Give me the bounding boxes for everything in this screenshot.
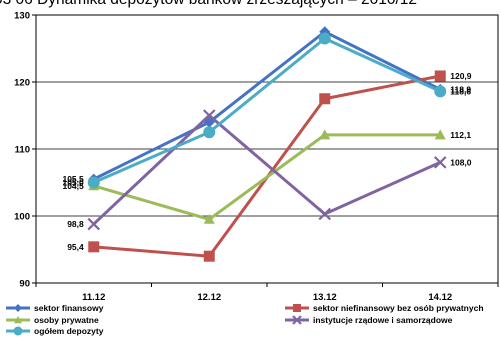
data-labels: 105,5 118,9 95,4 120,9 104,5 112,1 98,8 108,0 10… <box>62 71 471 252</box>
data-label: 108,0 <box>450 157 472 167</box>
legend-item: ogółem depozyty <box>6 326 104 336</box>
circle-marker <box>87 176 100 189</box>
x-marker-stroke <box>318 207 332 221</box>
y-tick-label: 120 <box>14 78 30 89</box>
triangle-marker <box>203 213 215 224</box>
legend-label: instytucje rządowe i samorządowe <box>313 315 453 325</box>
x-tick-label: 12.12 <box>197 292 221 303</box>
square-marker <box>293 304 301 312</box>
series-line <box>93 36 441 184</box>
legend-item: osoby prywatne <box>6 315 99 325</box>
square-marker <box>319 93 331 105</box>
data-label: 104,5 <box>62 181 84 191</box>
legend-label: osoby prywatne <box>34 315 99 325</box>
series-line <box>93 133 441 221</box>
triangle-marker <box>14 316 22 324</box>
x-marker <box>292 315 302 325</box>
circle-marker <box>434 85 447 98</box>
chart-title: 03 06 Dynamika depozytów banków zrzeszaj… <box>0 0 500 9</box>
series-line <box>92 113 441 226</box>
data-label: 118,9 <box>450 84 471 94</box>
triangle-marker <box>434 129 446 140</box>
legend-label: sektor finansowy <box>34 303 104 313</box>
y-tick-label: 110 <box>15 145 30 156</box>
diamond-marker <box>14 304 22 312</box>
y-tick-label: 90 <box>19 279 30 290</box>
legend-label: ogółem depozyty <box>34 326 104 336</box>
y-tick-label: 100 <box>14 212 30 223</box>
x-marker-stroke <box>87 217 101 231</box>
legend-item: sektor finansowy <box>6 303 104 313</box>
series-line <box>93 29 441 181</box>
data-label: 118,6 <box>450 86 471 96</box>
x-marker <box>318 207 332 221</box>
x-tick-label: 14.12 <box>428 292 452 303</box>
legend: sektor finansowy sektor niefinansowy bez … <box>6 303 484 336</box>
circle-marker <box>318 32 331 45</box>
y-tick-label: 130 <box>14 11 30 22</box>
data-label: 95,4 <box>67 242 84 252</box>
data-label: 98,8 <box>67 219 84 229</box>
x-tick-label: 13.12 <box>313 292 337 303</box>
series-lines <box>87 26 447 262</box>
square-marker <box>434 70 446 82</box>
data-label: 120,9 <box>450 71 472 81</box>
x-marker-stroke <box>433 156 447 169</box>
square-marker <box>203 250 215 262</box>
legend-label: sektor niefinansowy bez osób prywatnych <box>313 303 484 313</box>
legend-item: instytucje rządowe i samorządowe <box>285 315 453 325</box>
circle-marker <box>13 326 23 336</box>
x-marker <box>202 109 216 122</box>
x-marker <box>433 156 447 169</box>
data-label: 112,1 <box>450 130 471 140</box>
circle-marker <box>203 126 216 139</box>
data-label: 105,5 <box>62 174 84 184</box>
x-axis-ticks: 11.12 12.12 13.12 14.12 <box>35 283 499 303</box>
x-marker-stroke <box>202 109 216 122</box>
legend-item: sektor niefinansowy bez osób prywatnych <box>285 303 484 313</box>
data-label: 105,0 <box>62 178 84 188</box>
x-marker <box>87 217 101 231</box>
y-axis-ticks: 90 100 110 120 130 <box>14 11 36 290</box>
x-marker-stroke <box>292 315 302 325</box>
square-marker <box>88 241 100 253</box>
x-tick-label: 11.12 <box>82 292 105 303</box>
triangle-marker <box>319 129 331 140</box>
